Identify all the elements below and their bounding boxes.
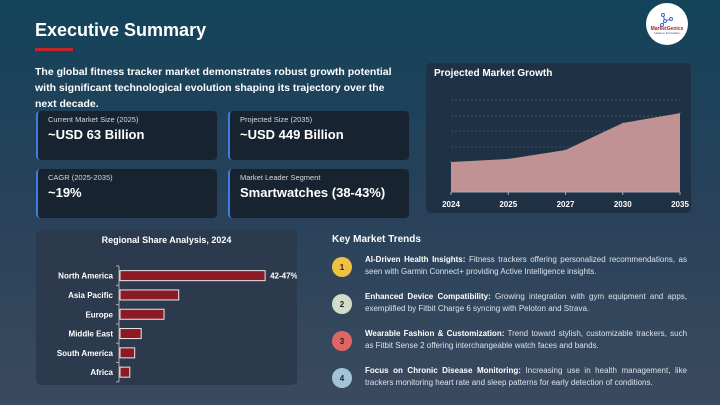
- category-label: Asia Pacific: [68, 291, 113, 300]
- trend-description: Fitness trackers offering personalized r…: [365, 255, 687, 276]
- growth-area: [451, 113, 680, 192]
- x-tick-label: 2024: [442, 200, 460, 209]
- intro-text: The global fitness tracker market demons…: [35, 66, 392, 110]
- trend-number-badge: 4: [332, 368, 352, 388]
- metric-label: Current Market Size (2025): [48, 115, 139, 124]
- data-point: [622, 122, 624, 124]
- trend-title: AI-Driven Health Insights:: [365, 255, 466, 264]
- trend-item: 1 AI-Driven Health Insights: Fitness trac…: [332, 254, 687, 277]
- metric-label: CAGR (2025-2035): [48, 173, 113, 182]
- metric-value: ~19%: [48, 185, 82, 200]
- trend-number-badge: 2: [332, 294, 352, 314]
- metric-card-leader-segment: Market Leader Segment Smartwatches (38-43…: [228, 169, 409, 218]
- logo-tagline: Ideas to Innovation: [654, 30, 680, 35]
- trend-title: Enhanced Device Compatibility:: [365, 292, 491, 301]
- metric-value: ~USD 63 Billion: [48, 127, 145, 142]
- title-underline: [35, 48, 73, 51]
- trend-text: Wearable Fashion & Customization: Trend …: [365, 328, 687, 351]
- trend-item: 4 Focus on Chronic Disease Monitoring: In…: [332, 365, 687, 388]
- bar: [119, 328, 142, 340]
- data-label: 42-47%: [270, 272, 297, 281]
- regional-chart: North America 42-47% Asia Pacific Europe Mid…: [57, 265, 297, 383]
- data-point: [565, 149, 566, 151]
- metric-card-projected-size: Projected Size (2035) ~USD 449 Billion: [228, 111, 409, 160]
- trend-title: Focus on Chronic Disease Monitoring:: [365, 366, 521, 375]
- category-label: South America: [57, 349, 114, 358]
- bar: [119, 308, 165, 320]
- metric-label: Market Leader Segment: [240, 173, 321, 182]
- metric-card-current-size: Current Market Size (2025) ~USD 63 Billio…: [36, 111, 217, 160]
- trend-number-badge: 1: [332, 257, 352, 277]
- bar: [119, 366, 131, 378]
- trend-description: Trend toward stylish, customizable track…: [365, 329, 688, 350]
- trend-item: 3 Wearable Fashion & Customization: Trend…: [332, 328, 687, 351]
- regional-chart-title: Regional Share Analysis, 2024: [101, 235, 232, 245]
- growth-chart-panel: Projected Market Growth 2024 2025 2027 2030…: [426, 63, 691, 213]
- trend-number-badge: 3: [332, 331, 352, 351]
- trend-text: AI-Driven Health Insights: Fitness track…: [365, 254, 687, 277]
- metric-label: Projected Size (2035): [240, 115, 313, 124]
- page-title: Executive Summary: [35, 20, 207, 40]
- trend-description: Increasing use in health management, lik…: [365, 366, 687, 387]
- x-tick-label: 2030: [614, 200, 632, 209]
- x-tick-label: 2025: [499, 200, 517, 209]
- metric-value: Smartwatches (38-43%): [240, 185, 386, 200]
- category-label: North America: [58, 272, 113, 281]
- data-point: [450, 161, 452, 163]
- trend-text: Focus on Chronic Disease Monitoring: Inc…: [365, 365, 687, 388]
- trend-item: 2 Enhanced Device Compatibility: Growing …: [332, 291, 687, 314]
- trend-description: Growing integration with gym equipment a…: [365, 292, 687, 313]
- network-icon: [660, 12, 673, 27]
- company-logo: MarketGenics Ideas to Innovation: [646, 3, 688, 45]
- trend-title: Wearable Fashion & Customization:: [365, 329, 505, 338]
- category-label: Middle East: [69, 330, 114, 339]
- bar: [119, 289, 180, 301]
- trends-heading: Key Market Trends: [332, 234, 421, 245]
- bar: [119, 347, 136, 359]
- metric-card-cagr: CAGR (2025-2035) ~19%: [36, 169, 217, 218]
- logo-name: MarketGenics: [650, 25, 684, 32]
- growth-chart: 2024 2025 2027 2030 2035: [442, 99, 689, 209]
- growth-chart-title: Projected Market Growth: [434, 68, 553, 79]
- data-point: [507, 158, 509, 160]
- category-label: Europe: [85, 310, 113, 319]
- metric-value: ~USD 449 Billion: [240, 127, 344, 142]
- bar: [119, 270, 266, 282]
- regional-chart-panel: Regional Share Analysis, 2024 North Amer…: [36, 230, 297, 385]
- trend-text: Enhanced Device Compatibility: Growing i…: [365, 291, 687, 314]
- category-label: Africa: [90, 368, 113, 377]
- x-tick-label: 2027: [557, 200, 575, 209]
- x-tick-label: 2035: [671, 200, 689, 209]
- data-point: [679, 112, 681, 114]
